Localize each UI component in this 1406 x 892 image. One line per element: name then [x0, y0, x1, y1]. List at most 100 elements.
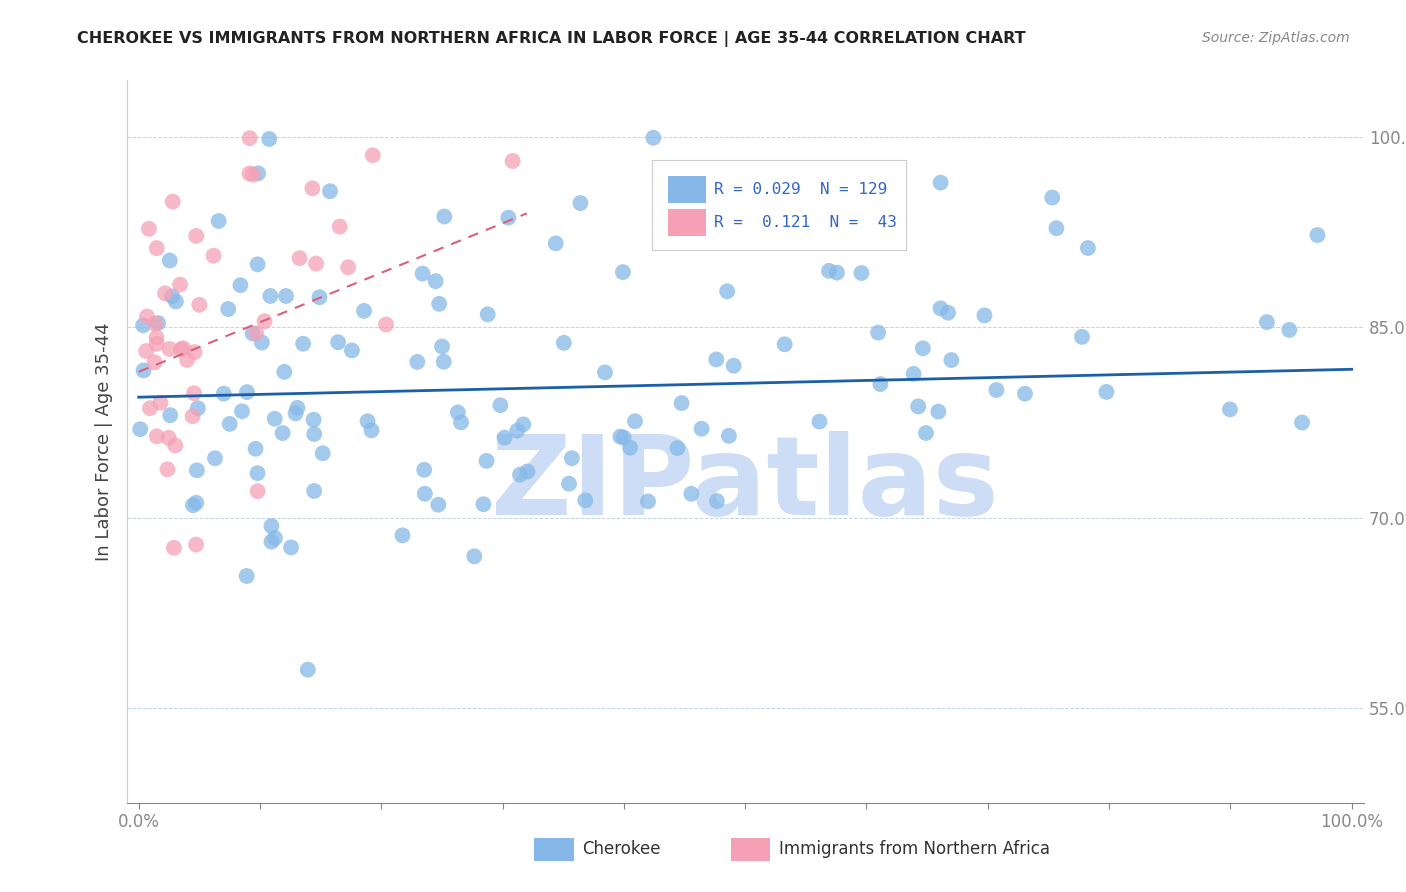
- Point: [360, 423, 382, 437]
- Point: [1014, 386, 1036, 401]
- Point: [427, 297, 450, 311]
- Point: [825, 266, 848, 280]
- Point: [569, 196, 592, 211]
- Point: [145, 336, 167, 351]
- Point: [245, 442, 267, 456]
- Point: [186, 228, 208, 243]
- Point: [297, 663, 319, 677]
- Point: [1291, 416, 1313, 430]
- Point: [375, 318, 398, 332]
- Point: [312, 446, 335, 460]
- Point: [146, 241, 169, 255]
- Point: [516, 465, 538, 479]
- Point: [242, 168, 264, 182]
- Point: [238, 166, 260, 180]
- Point: [257, 132, 280, 146]
- Point: [818, 264, 841, 278]
- Point: [135, 344, 157, 359]
- Point: [143, 317, 166, 331]
- Point: [337, 260, 360, 275]
- Point: [1045, 221, 1067, 235]
- Point: [149, 396, 172, 410]
- Point: [340, 343, 363, 358]
- Point: [915, 425, 938, 440]
- Point: [929, 176, 952, 190]
- Point: [202, 249, 225, 263]
- Point: [129, 422, 152, 436]
- Point: [427, 498, 450, 512]
- Point: [489, 398, 512, 412]
- Point: [157, 431, 180, 445]
- Point: [706, 494, 728, 508]
- Point: [165, 438, 187, 452]
- Point: [145, 330, 167, 344]
- Point: [927, 404, 949, 418]
- Point: [183, 386, 205, 401]
- Point: [260, 519, 283, 533]
- Point: [156, 462, 179, 476]
- Point: [247, 166, 270, 180]
- Point: [406, 355, 429, 369]
- Point: [163, 541, 186, 555]
- Text: ZIPatlas: ZIPatlas: [491, 432, 1000, 539]
- Point: [246, 484, 269, 499]
- Text: R =  0.121  N =  43: R = 0.121 N = 43: [714, 215, 897, 230]
- Point: [666, 441, 689, 455]
- Point: [941, 353, 963, 368]
- Point: [1256, 315, 1278, 329]
- Point: [907, 400, 929, 414]
- Point: [643, 130, 665, 145]
- Point: [704, 352, 727, 367]
- Point: [329, 219, 352, 234]
- Point: [187, 401, 209, 416]
- Point: [1071, 330, 1094, 344]
- Point: [229, 278, 252, 293]
- Point: [236, 385, 259, 400]
- Point: [512, 417, 534, 432]
- Point: [139, 401, 162, 416]
- Point: [186, 463, 208, 477]
- Point: [1040, 190, 1063, 204]
- Point: [681, 487, 703, 501]
- Point: [361, 148, 384, 162]
- Point: [553, 335, 575, 350]
- Point: [973, 309, 995, 323]
- Point: [544, 236, 567, 251]
- Point: [773, 337, 796, 351]
- Text: Cherokee: Cherokee: [582, 840, 661, 858]
- Point: [245, 326, 267, 341]
- Point: [184, 538, 207, 552]
- Point: [132, 318, 155, 333]
- Point: [936, 306, 959, 320]
- Point: [986, 383, 1008, 397]
- Point: [391, 528, 413, 542]
- Point: [280, 541, 302, 555]
- Point: [929, 301, 952, 316]
- Point: [412, 267, 434, 281]
- Point: [218, 417, 240, 431]
- Point: [561, 451, 583, 466]
- Point: [869, 377, 891, 392]
- Point: [302, 427, 325, 442]
- Point: [285, 401, 308, 415]
- Point: [472, 497, 495, 511]
- Point: [271, 426, 294, 441]
- Text: Source: ZipAtlas.com: Source: ZipAtlas.com: [1202, 31, 1350, 45]
- Point: [160, 289, 183, 303]
- Point: [558, 476, 581, 491]
- Point: [844, 208, 866, 222]
- Point: [172, 341, 194, 355]
- Point: [159, 408, 181, 422]
- Point: [301, 181, 323, 195]
- Point: [868, 326, 890, 340]
- Point: [308, 290, 330, 304]
- Point: [263, 411, 285, 425]
- Y-axis label: In Labor Force | Age 35-44: In Labor Force | Age 35-44: [94, 322, 112, 561]
- Point: [624, 414, 647, 428]
- Point: [413, 463, 436, 477]
- Point: [292, 336, 315, 351]
- Point: [433, 210, 456, 224]
- Point: [132, 363, 155, 377]
- Point: [138, 221, 160, 235]
- Point: [231, 404, 253, 418]
